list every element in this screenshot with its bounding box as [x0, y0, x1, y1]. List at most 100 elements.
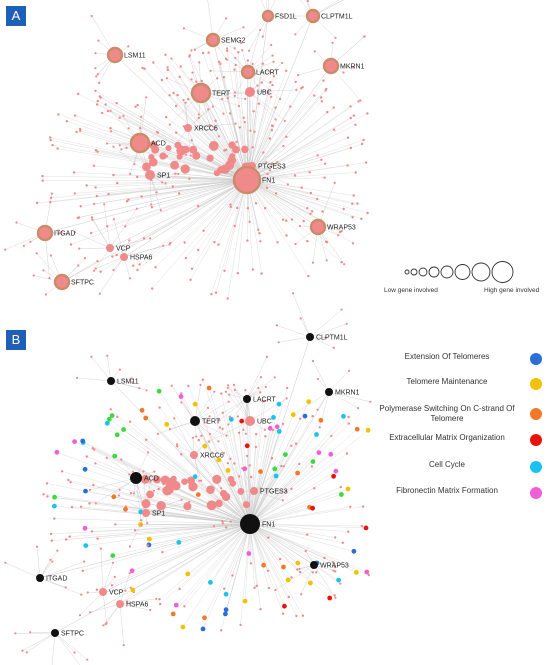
panel-b-node [332, 346, 335, 349]
panel-a-node [190, 49, 193, 52]
panel-b-node [270, 457, 274, 460]
panel-a-node [325, 87, 328, 91]
panel-b-edge [160, 523, 251, 605]
panel-a-edge [246, 124, 356, 181]
panel-b-edge [218, 459, 251, 525]
panel-b-hub-edge [102, 523, 251, 593]
panel-b-node [311, 359, 314, 363]
panel-a-edge [246, 165, 348, 181]
panel-a-hub-edge [246, 65, 332, 181]
panel-b-node [123, 506, 128, 512]
panel-a-node [35, 252, 38, 255]
panel-a-edge [117, 179, 248, 184]
panel-a-node [140, 115, 143, 118]
panel-b-hub-label: WRAP53 [320, 563, 349, 570]
panel-a-node [169, 241, 172, 245]
panel-b-node [192, 401, 198, 407]
panel-a-node [265, 161, 268, 164]
panel-b-node [149, 608, 152, 612]
panel-a-node [164, 53, 167, 56]
panel-b-node [173, 417, 176, 420]
panel-a-node [96, 99, 100, 103]
panel-b-cluster-node [206, 500, 217, 511]
panel-a-node [297, 74, 300, 77]
panel-b-node [105, 456, 108, 459]
panel-b-node [300, 593, 303, 596]
panel-b-nodes [4, 292, 372, 661]
panel-a-node [118, 116, 121, 119]
panel-b-edge [39, 561, 85, 579]
panel-b-edge [249, 454, 286, 525]
panel-b-edge [158, 391, 251, 525]
legend-swatch [530, 434, 542, 446]
panel-a-node [174, 104, 178, 108]
panel-b-hub-edge [249, 523, 315, 566]
panel-b-edge [195, 476, 251, 525]
panel-a-node [246, 239, 249, 242]
panel-b-node [111, 561, 115, 564]
panel-b-node [133, 492, 136, 495]
panel-a-node [233, 94, 236, 97]
panel-b-node [69, 481, 72, 484]
panel-b-node [83, 543, 89, 548]
panel-a-node [190, 78, 193, 81]
panel-a-node [111, 255, 114, 258]
panel-b-node [133, 529, 137, 532]
panel-b-cluster-node [168, 477, 177, 486]
panel-a-node [72, 171, 76, 174]
panel-a-node [306, 240, 309, 243]
panel-b-hub-lsm11 [107, 377, 115, 385]
panel-a-node [359, 99, 362, 102]
panel-a-node [164, 182, 167, 185]
panel-b-hub-label: FN1 [262, 522, 275, 529]
panel-a-node [241, 49, 244, 52]
panel-b-node [231, 574, 234, 577]
panel-b-node [216, 457, 222, 463]
panel-b-node [131, 470, 134, 473]
panel-b-cluster-node [237, 487, 245, 495]
panel-a-node [237, 104, 241, 108]
panel-b-node [339, 485, 342, 489]
panel-b-node [334, 536, 337, 539]
panel-b-edge [313, 564, 341, 584]
panel-b-edge [208, 420, 251, 442]
panel-b-cluster-node [183, 502, 192, 511]
panel-a-node [316, 197, 319, 201]
panel-b-edge [188, 385, 251, 525]
panel-a-node [274, 106, 277, 109]
panel-b-node [200, 434, 203, 437]
panel-a-node [259, 240, 262, 243]
panel-b-node [287, 595, 290, 599]
panel-b-node [14, 632, 17, 635]
panel-a-edge [249, 91, 276, 120]
panel-b-node [255, 584, 258, 588]
panel-a-edge [91, 217, 111, 249]
panel-b-node [242, 428, 245, 431]
panel-b-node [144, 438, 148, 441]
panel-b-node [290, 576, 293, 579]
panel-b-node [29, 631, 32, 634]
panel-a-node [92, 202, 96, 206]
panel-b-node [143, 415, 149, 421]
panel-a-node [356, 202, 359, 205]
panel-a-node [222, 112, 225, 115]
panel-a-node [174, 172, 177, 175]
panel-b-node [173, 602, 179, 608]
panel-b-node [130, 587, 136, 593]
panel-b-edge [162, 523, 251, 553]
panel-a-node [106, 109, 110, 113]
panel-b-node [156, 388, 162, 394]
panel-a-node [193, 48, 196, 51]
panel-a-node [155, 130, 159, 134]
panel-a-edge [166, 116, 248, 181]
panel-b-edge [224, 523, 251, 589]
panel-b-node [207, 440, 211, 443]
panel-a-hub-lacrt [240, 64, 256, 80]
panel-a-node [256, 84, 259, 87]
panel-a-node [135, 207, 138, 210]
panel-a-hub-label: XRCC6 [194, 126, 218, 133]
panel-b-edge [158, 488, 251, 525]
panel-a-node [266, 172, 269, 175]
panel-a-hub-tert [190, 82, 212, 104]
panel-b-node [244, 443, 250, 449]
